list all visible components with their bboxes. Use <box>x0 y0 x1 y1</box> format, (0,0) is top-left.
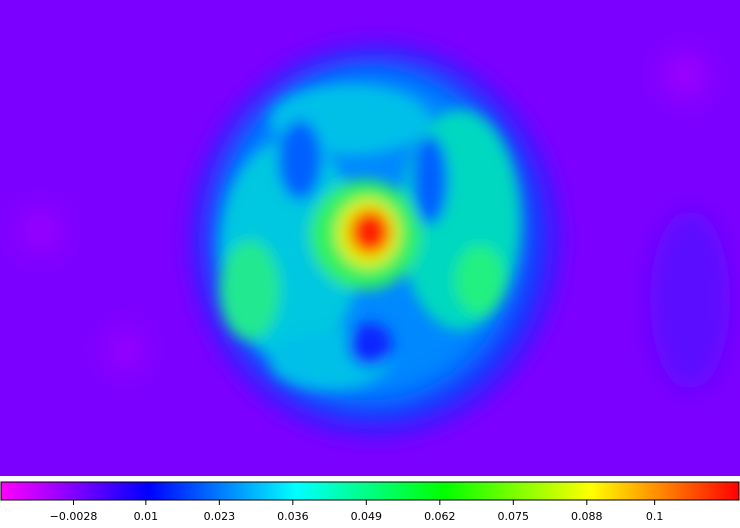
separator <box>0 476 740 481</box>
tick-label: 0.1 <box>646 510 664 523</box>
tick-label: 0.049 <box>351 510 383 523</box>
colorbar <box>0 481 740 501</box>
tick-label: 0.088 <box>571 510 603 523</box>
tick-label: 0.062 <box>424 510 456 523</box>
tick-label: 0.075 <box>498 510 530 523</box>
colorbar-ticks: −0.0028 0.01 0.023 0.036 0.049 0.062 0.075 0.08… <box>50 500 664 523</box>
image <box>0 0 740 476</box>
tick-label: 0.023 <box>204 510 236 523</box>
tick-label: 0.01 <box>134 510 159 523</box>
tick-label: 0.036 <box>277 510 309 523</box>
tick-label: −0.0028 <box>50 510 98 523</box>
